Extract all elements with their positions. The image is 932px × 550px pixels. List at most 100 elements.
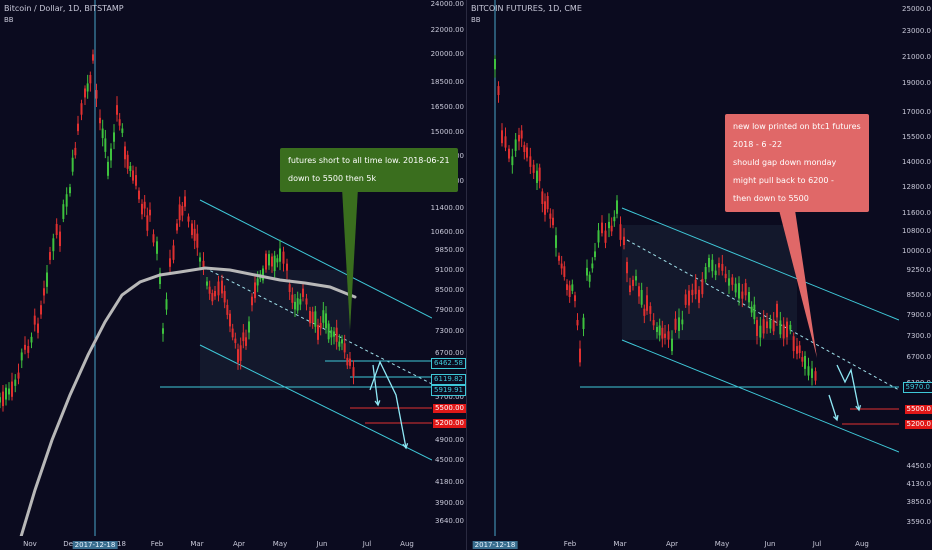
time-tick-label: Jul (812, 540, 822, 548)
annotation-line: futures short to all time low. 2018-06-2… (288, 156, 450, 165)
candle-body (211, 293, 214, 302)
price-tick-label: 20000.00 (430, 50, 464, 58)
candle-body (338, 341, 341, 347)
candle-body (724, 273, 727, 279)
candle-body (20, 352, 23, 361)
annotation-line: might pull back to 6200 - (733, 176, 834, 185)
time-tick-label: May (714, 540, 730, 548)
candle-body (271, 256, 273, 267)
candle-body (5, 387, 7, 400)
candle-body (704, 267, 707, 280)
price-axis[interactable]: 25000.0 23000.0 21000.0 19000.0 17000.0 15500… (899, 0, 932, 536)
price-tag-label: 5919.91 (431, 385, 466, 396)
candle-body (769, 319, 772, 329)
trend-channel-line (199, 344, 432, 461)
candlestick-plot-right[interactable] (467, 0, 899, 536)
candle-body (597, 230, 600, 243)
candle-body (811, 368, 813, 378)
candle-body (741, 291, 744, 299)
candle-body (579, 348, 581, 363)
price-tick-label: 15000.00 (430, 128, 464, 136)
price-tick-label: 18500.00 (430, 78, 464, 86)
candle-body (71, 157, 74, 172)
price-tick-label: 16500.00 (430, 103, 464, 111)
candle-body (766, 321, 768, 329)
price-tag-label: 6119.82 (431, 374, 466, 385)
price-tick-label: 3590.0 (906, 518, 932, 526)
candle-body (558, 255, 560, 261)
candle-body (296, 298, 299, 311)
annotation-line: then down to 5500 (733, 194, 809, 203)
price-tick-label: 9250.0 (906, 266, 932, 274)
price-tag-label: 6462.58 (431, 358, 466, 369)
time-tick-label: Aug (400, 540, 414, 548)
candle-body (11, 381, 13, 397)
candle-body (601, 222, 603, 234)
candle-body (165, 299, 168, 310)
candle-body (613, 216, 616, 222)
time-axis[interactable]: 2018FebMarAprMayJunJulAug2017-12-18 (467, 536, 899, 550)
candle-body (352, 367, 355, 377)
candle-body (237, 349, 239, 363)
candle-body (523, 145, 526, 152)
price-tag-label: 5200.00 (433, 419, 466, 428)
candle-body (309, 310, 311, 324)
candle-body (721, 263, 724, 271)
trend-channel-line (621, 339, 899, 453)
cursor-date-label: 2017-12-18 (72, 541, 118, 549)
annotation-line: 2018 - 6 -22 (733, 140, 783, 149)
annotation-callout[interactable]: futures short to all time low. 2018-06-2… (280, 148, 458, 192)
candle-body (69, 187, 71, 194)
candle-body (610, 225, 613, 232)
candle-body (529, 156, 532, 167)
indicator-label: BB (471, 16, 481, 24)
candle-body (143, 201, 146, 209)
candle-body (101, 128, 104, 139)
candle-body (563, 266, 566, 277)
price-axis[interactable]: 24000.00 22000.00 20000.00 18500.00 16500.00… (430, 0, 466, 536)
candle-body (0, 397, 1, 403)
chart-panel-left[interactable]: Bitcoin / Dollar, 1D, BITSTAMP BB 24000.… (0, 0, 466, 550)
projection-arrow (836, 364, 860, 411)
candle-body (229, 313, 231, 327)
price-tick-label: 11400.00 (430, 204, 464, 212)
candle-body (546, 196, 549, 210)
candle-body (242, 332, 245, 342)
time-tick-label: May (272, 540, 288, 548)
candle-body (576, 319, 579, 326)
candle-body (24, 344, 26, 350)
time-tick-label: Aug (855, 540, 869, 548)
projection-arrow (372, 364, 379, 406)
candle-body (549, 213, 552, 219)
candlestick-plot-left[interactable] (0, 0, 432, 536)
candle-body (734, 283, 737, 293)
candle-body (314, 311, 317, 327)
candle-body (798, 345, 801, 354)
candle-body (497, 86, 500, 96)
candle-body (206, 281, 208, 286)
candle-body (541, 191, 544, 205)
candle-body (116, 105, 118, 115)
price-tick-label: 3900.00 (435, 499, 464, 507)
candle-body (226, 304, 229, 315)
price-tick-label: 4450.0 (906, 462, 932, 470)
candle-body (43, 288, 45, 296)
price-tick-label: 15500.0 (902, 133, 931, 141)
time-tick-label: Feb (563, 540, 577, 548)
candle-body (99, 117, 101, 124)
price-tick-label: 7900.0 (906, 311, 932, 319)
candle-body (501, 130, 503, 144)
candle-body (302, 288, 304, 297)
chart-panel-right[interactable]: BITCOIN FUTURES, 1D, CME BB 25000.0 23000… (466, 0, 932, 550)
candle-body (711, 259, 714, 272)
candle-body (678, 317, 680, 331)
candle-body (129, 165, 132, 172)
price-tick-label: 12800.0 (902, 183, 931, 191)
time-axis[interactable]: NovDec2018FebMarAprMayJunJulAug2017-12-1… (0, 536, 432, 550)
candle-body (796, 346, 798, 354)
price-tick-label: 9100.00 (435, 266, 464, 274)
candle-body (753, 304, 756, 320)
annotation-callout[interactable]: new low printed on btc1 futures 2018 - 6… (725, 114, 869, 212)
time-tick-label: Apr (665, 540, 679, 548)
candle-body (335, 327, 338, 342)
